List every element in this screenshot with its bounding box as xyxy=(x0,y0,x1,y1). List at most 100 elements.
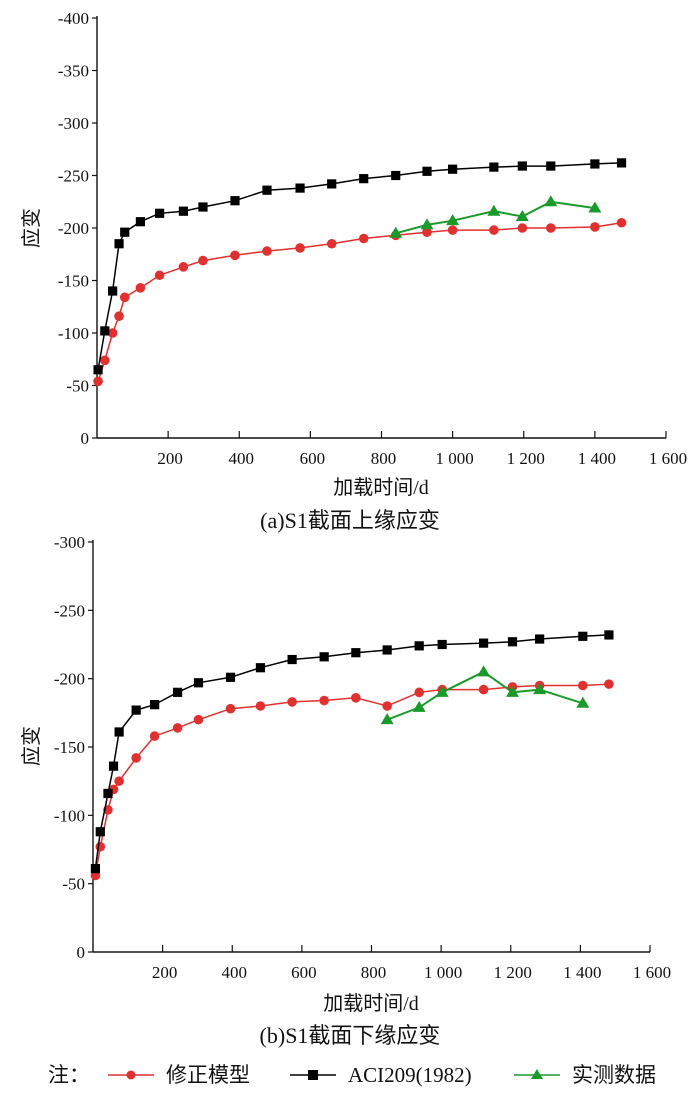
data-point-square xyxy=(93,365,103,375)
data-point-square xyxy=(578,631,588,641)
data-point-circle xyxy=(545,223,556,233)
x-tick-label: 400 xyxy=(229,449,255,468)
data-point-circle xyxy=(578,680,588,691)
data-point-circle xyxy=(93,376,103,387)
data-point-square xyxy=(590,159,600,169)
data-point-square xyxy=(319,652,329,662)
data-point-square xyxy=(135,217,145,227)
y-axis-title: 应变 xyxy=(20,208,43,248)
x-tick-label: 1 200 xyxy=(494,963,532,982)
x-tick-label: 400 xyxy=(222,963,248,982)
data-point-circle xyxy=(489,225,499,235)
data-point-circle xyxy=(100,355,110,366)
series-triangle xyxy=(389,195,602,238)
data-point-circle xyxy=(198,255,208,266)
data-point-square xyxy=(255,663,266,673)
data-point-circle xyxy=(478,684,489,695)
series-square xyxy=(90,630,614,874)
data-point-circle xyxy=(414,687,424,698)
series-circle xyxy=(90,679,614,881)
data-point-square xyxy=(90,864,101,874)
y-tick-label: -350 xyxy=(58,62,89,81)
data-point-square xyxy=(535,634,545,644)
y-tick-label: -250 xyxy=(54,601,85,620)
x-tick-label: 1 200 xyxy=(507,449,545,468)
data-point-circle xyxy=(447,225,458,235)
data-point-square xyxy=(114,239,124,249)
data-point-square xyxy=(295,183,305,193)
data-point-circle xyxy=(262,246,272,256)
series-triangle xyxy=(380,665,590,725)
data-point-square xyxy=(230,196,240,206)
x-tick-label: 600 xyxy=(300,449,326,468)
data-point-square xyxy=(193,678,204,688)
data-point-square xyxy=(604,630,614,640)
data-point-square xyxy=(448,164,458,174)
data-point-square xyxy=(478,638,489,648)
data-point-triangle xyxy=(544,195,558,207)
data-point-triangle xyxy=(446,214,460,226)
x-tick-label: 1 000 xyxy=(436,449,474,468)
y-tick-label: -200 xyxy=(54,670,85,689)
series-line xyxy=(97,162,622,370)
y-tick-label: -50 xyxy=(62,875,85,894)
data-point-square xyxy=(414,641,424,651)
data-point-triangle xyxy=(588,201,602,213)
data-point-circle xyxy=(95,841,106,852)
chart-caption: (a)S1截面上缘应变 xyxy=(260,508,440,533)
series-line xyxy=(94,634,609,869)
chart-caption: (b)S1截面下缘应变 xyxy=(260,1023,441,1048)
x-tick-label: 1 600 xyxy=(649,449,687,468)
data-point-square xyxy=(489,162,499,172)
data-point-circle xyxy=(107,328,118,338)
legend-item-measured: 实测数据 xyxy=(514,1063,656,1087)
data-point-circle xyxy=(119,292,130,303)
data-point-square xyxy=(154,208,165,218)
data-point-square xyxy=(120,227,130,237)
x-axis-title: 加载时间/d xyxy=(333,476,429,499)
data-point-square xyxy=(114,727,124,737)
data-point-square xyxy=(422,166,432,176)
data-point-circle xyxy=(131,753,141,763)
data-point-circle xyxy=(382,701,392,711)
data-point-triangle xyxy=(389,226,403,238)
x-tick-label: 800 xyxy=(361,963,387,982)
legend-label: 实测数据 xyxy=(572,1063,656,1087)
data-point-circle xyxy=(172,723,183,733)
y-tick-label: -400 xyxy=(58,9,89,28)
data-point-triangle xyxy=(477,665,491,677)
series-line xyxy=(94,683,609,876)
data-point-circle xyxy=(616,217,627,228)
data-point-circle xyxy=(517,223,528,233)
data-point-square xyxy=(108,761,119,771)
data-point-square xyxy=(262,185,272,195)
data-point-circle xyxy=(326,238,337,249)
legend-prefix: 注： xyxy=(48,1063,90,1087)
data-point-triangle xyxy=(412,700,426,712)
legend-label: ACI209(1982) xyxy=(348,1063,472,1087)
data-point-square xyxy=(131,705,141,715)
x-tick-label: 1 400 xyxy=(578,449,616,468)
x-tick-label: 800 xyxy=(371,449,397,468)
data-point-square xyxy=(507,637,518,647)
data-point-circle xyxy=(295,243,305,253)
y-tick-label: -150 xyxy=(54,738,85,757)
series-square xyxy=(93,158,627,375)
x-tick-label: 200 xyxy=(157,449,183,468)
data-point-square xyxy=(327,179,337,189)
data-point-circle xyxy=(230,250,240,261)
data-point-circle xyxy=(178,262,189,272)
data-point-square xyxy=(108,286,118,296)
data-point-square xyxy=(351,648,361,658)
y-tick-label: 0 xyxy=(77,943,86,962)
y-tick-label: 0 xyxy=(81,429,90,448)
data-point-circle xyxy=(604,679,614,689)
data-point-circle xyxy=(351,693,361,703)
chart-a-upper-edge-strain: 应变 加载时间/d (a)S1截面上缘应变 0 -50 -100 -150 -200 -2… xyxy=(20,9,687,533)
y-tick-label: -150 xyxy=(58,272,89,291)
legend-item-aci209: ACI209(1982) xyxy=(290,1063,472,1087)
data-point-circle xyxy=(358,233,369,244)
chart-b-lower-edge-strain: 应变 加载时间/d (b)S1截面下缘应变 0 -50 -100 -150 -200 -2… xyxy=(20,533,671,1048)
x-tick-label: 200 xyxy=(152,963,178,982)
